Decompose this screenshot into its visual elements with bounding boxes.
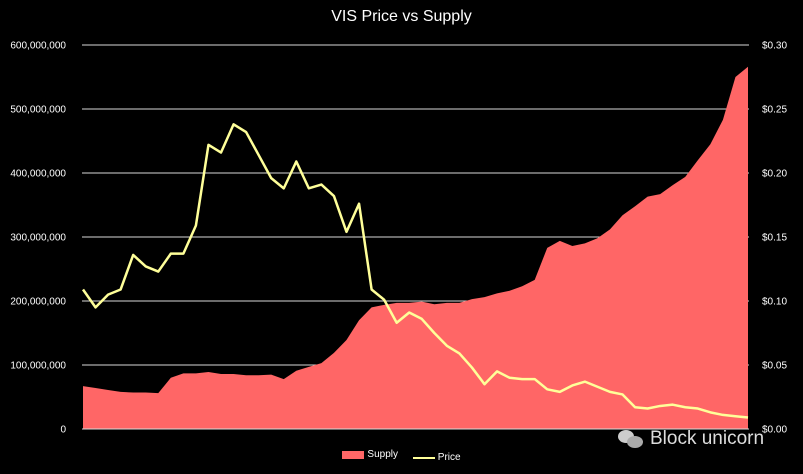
left-tick-label: 300,000,000: [10, 233, 66, 244]
legend: Supply Price: [0, 449, 803, 463]
wechat-icon: [618, 429, 644, 449]
supply-area: [83, 66, 748, 429]
legend-label-supply: Supply: [367, 449, 398, 460]
left-tick-label: 200,000,000: [10, 297, 66, 308]
right-tick-label: $0.00: [762, 425, 787, 436]
legend-item-supply: Supply: [342, 449, 398, 460]
legend-swatch-price: [412, 456, 435, 459]
left-tick-label: 0: [60, 425, 66, 436]
watermark: Block unicorn: [618, 428, 764, 450]
right-tick-label: $0.15: [762, 233, 787, 244]
right-tick-label: $0.20: [762, 169, 787, 180]
chart-title: VIS Price vs Supply: [331, 8, 472, 25]
price-line: [81, 123, 749, 419]
right-tick-label: $0.25: [762, 105, 787, 116]
left-tick-label: 600,000,000: [10, 41, 66, 52]
right-tick-label: $0.30: [762, 41, 787, 52]
watermark-text: Block unicorn: [650, 428, 765, 449]
left-tick-label: 500,000,000: [10, 105, 66, 116]
right-tick-label: $0.10: [762, 297, 787, 308]
left-tick-label: 400,000,000: [10, 169, 66, 180]
legend-label-price: Price: [437, 452, 461, 463]
right-tick-label: $0.05: [762, 361, 787, 372]
left-tick-label: 100,000,000: [10, 361, 66, 372]
legend-swatch-supply: [342, 450, 365, 459]
legend-item-price: Price: [412, 452, 461, 463]
